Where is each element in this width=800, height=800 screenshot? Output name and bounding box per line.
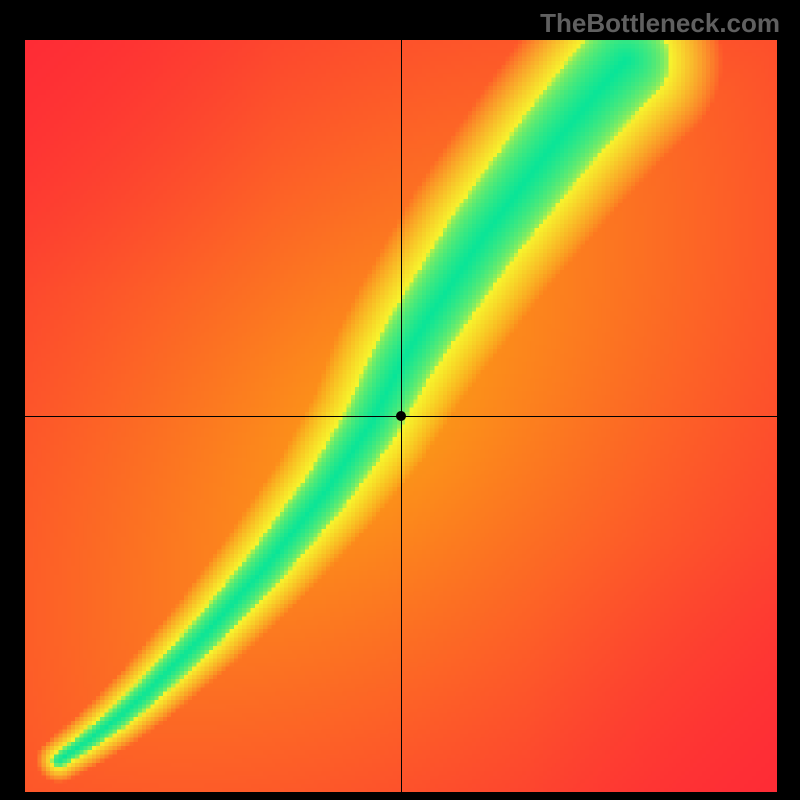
chart-frame: TheBottleneck.com xyxy=(0,0,800,800)
marker-point xyxy=(396,411,406,421)
watermark-text: TheBottleneck.com xyxy=(540,8,780,39)
